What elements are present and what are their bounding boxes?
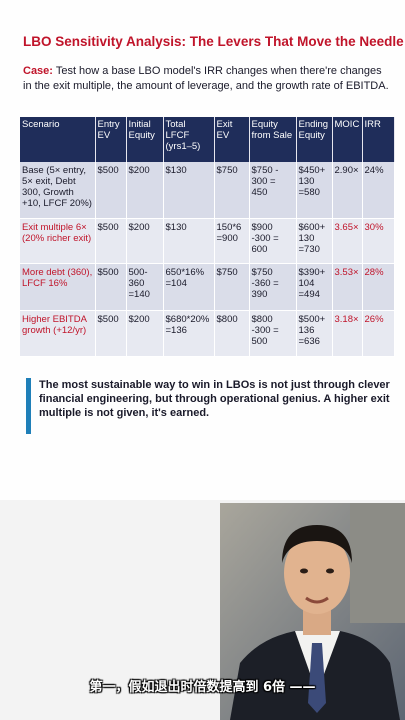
column-header: Total LFCF (yrs1–5) (163, 117, 215, 162)
sensitivity-table: Scenario Entry EV Initial Equity Total LFCF… (20, 117, 395, 357)
table-cell: $390+ 104 =494 (296, 263, 333, 311)
table-row: Higher EBITDA growth (+12/yr) $500 $200 $68… (20, 310, 395, 357)
table-cell: $800 -300 = 500 (249, 310, 297, 357)
table-row: Base (5× entry, 5× exit, Debt 300, Growt… (20, 162, 395, 219)
table-cell: More debt (360), LFCF 16% (20, 263, 96, 311)
table-cell: 3.53× (332, 263, 363, 311)
table-cell: Base (5× entry, 5× exit, Debt 300, Growt… (20, 162, 96, 219)
quote: The most sustainable way to win in LBOs … (26, 378, 394, 434)
table-row: Exit multiple 6× (20% richer exit) $500 $2… (20, 218, 395, 264)
table-cell: 500- 360 =140 (126, 263, 164, 311)
table-cell: $750 (214, 162, 250, 219)
table-cell: 650*16% =104 (163, 263, 215, 311)
table-cell: 3.65× (332, 218, 363, 264)
table-cell: $500 (95, 162, 127, 219)
table-cell: $750 (214, 263, 250, 311)
table-cell: 30% (362, 218, 395, 264)
table-cell: $900 -300 = 600 (249, 218, 297, 264)
table-cell: $450+ 130 =580 (296, 162, 333, 219)
presenter-video (220, 503, 405, 720)
table-cell: $500 (95, 263, 127, 311)
column-header: Exit EV (214, 117, 250, 162)
table-cell: $200 (126, 218, 164, 264)
case-label: Case: (23, 65, 53, 77)
table-cell: 28% (362, 263, 395, 311)
table-cell: $680*20% =136 (163, 310, 215, 357)
column-header: Scenario (20, 117, 96, 162)
table-cell: $600+ 130 =730 (296, 218, 333, 264)
table-cell: $500+ 136 =636 (296, 310, 333, 357)
case-text: Test how a base LBO model's IRR changes … (23, 65, 389, 92)
table-cell: $130 (163, 162, 215, 219)
table-cell: 150*6 =900 (214, 218, 250, 264)
table-cell: $500 (95, 218, 127, 264)
table-row: More debt (360), LFCF 16% $500 500- 360 =1… (20, 263, 395, 311)
case: Case: Test how a base LBO model's IRR ch… (23, 64, 393, 94)
column-header: MOIC (332, 117, 363, 162)
slide: LBO Sensitivity Analysis: The Levers Tha… (0, 0, 405, 500)
column-header: Entry EV (95, 117, 127, 162)
table-cell: 2.90× (332, 162, 363, 219)
column-header: Ending Equity (296, 117, 333, 162)
subtitle: 第一，假如退出时倍数提高到 6倍 —— (89, 680, 316, 695)
column-header: IRR (362, 117, 395, 162)
table-cell: $750 - 300 = 450 (249, 162, 297, 219)
table-cell: 26% (362, 310, 395, 357)
table-cell: $200 (126, 310, 164, 357)
title: LBO Sensitivity Analysis: The Levers Tha… (23, 34, 404, 49)
table-cell: $800 (214, 310, 250, 357)
table-cell: 24% (362, 162, 395, 219)
table-cell: $500 (95, 310, 127, 357)
column-header: Equity from Sale (249, 117, 297, 162)
column-header: Initial Equity (126, 117, 164, 162)
table-cell: Exit multiple 6× (20% richer exit) (20, 218, 96, 264)
table-cell: 3.18× (332, 310, 363, 357)
table-cell: $750 -360 = 390 (249, 263, 297, 311)
table-cell: $200 (126, 162, 164, 219)
header-row: Scenario Entry EV Initial Equity Total LFCF… (20, 117, 395, 162)
table-cell: $130 (163, 218, 215, 264)
table-cell: Higher EBITDA growth (+12/yr) (20, 310, 96, 357)
